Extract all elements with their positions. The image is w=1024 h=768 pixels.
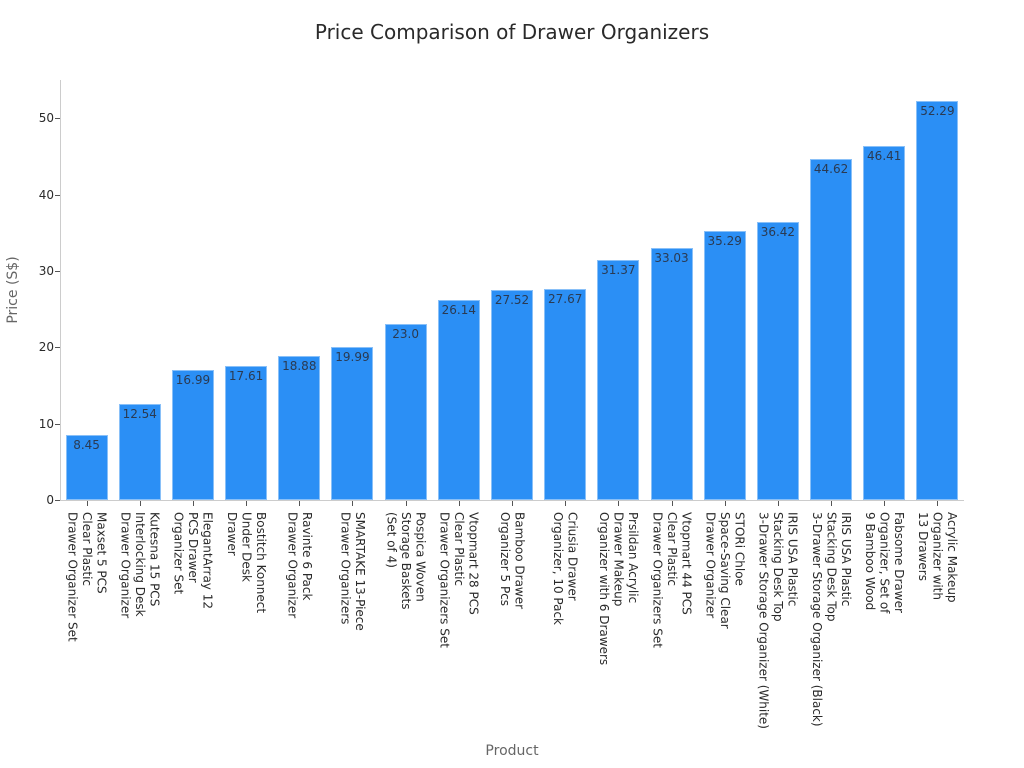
bar-value-label: 8.45 — [73, 438, 100, 453]
x-tick-label: IRIS USA Plastic Stacking Desk Top 3-Dra… — [809, 512, 853, 727]
y-tick-mark — [55, 423, 60, 425]
bar-value-label: 44.62 — [813, 162, 849, 177]
x-tick-mark — [777, 501, 779, 506]
bar: 19.99 — [331, 347, 374, 500]
bar-value-label: 35.29 — [707, 233, 742, 248]
x-tick-mark — [458, 501, 460, 506]
x-tick-label: Bostitch Konnect Under Desk Drawer — [224, 512, 268, 614]
bar-value-label: 19.99 — [335, 350, 370, 365]
x-tick-label: Pospica Woven Storage Baskets (Set of 4) — [384, 512, 428, 610]
x-tick-label: SMARTAKE 13-Piece Drawer Organizers — [338, 512, 367, 631]
x-tick-label: Bamboo Drawer Organizer 5 Pcs — [498, 512, 527, 610]
x-tick-mark — [884, 501, 886, 506]
x-tick-mark — [831, 501, 833, 506]
x-tick-label: Acrylic Makeup Organizer with 13 Drawers — [916, 512, 960, 603]
x-tick-mark — [299, 501, 301, 506]
bar-value-label: 27.52 — [494, 292, 530, 307]
bar: 8.45 — [65, 435, 108, 500]
bar-value-label: 16.99 — [175, 373, 211, 388]
x-tick-label: Vtopmart 44 PCS Clear Plastic Drawer Org… — [650, 512, 694, 648]
bar: 27.67 — [544, 288, 587, 500]
bar-value-label: 52.29 — [920, 103, 955, 118]
x-tick-label: Vtopmart 28 PCS Clear Plastic Drawer Org… — [437, 512, 481, 648]
bar-value-label: 12.54 — [122, 407, 157, 422]
bar: 18.88 — [278, 355, 321, 500]
x-axis-label: Product — [485, 743, 539, 759]
y-tick-mark — [55, 347, 60, 349]
y-tick-mark — [55, 500, 60, 501]
bar-value-label: 36.42 — [760, 224, 796, 239]
x-tick-label: ElegantArray 12 PCS Drawer Organizer Set — [171, 512, 215, 609]
chart-title: Price Comparison of Drawer Organizers — [314, 20, 710, 44]
x-tick-mark — [246, 501, 248, 506]
y-tick-mark — [55, 270, 60, 272]
bar: 31.37 — [597, 260, 640, 500]
y-tick-label: 50 — [38, 111, 54, 126]
y-axis-line — [60, 80, 61, 500]
x-tick-mark — [937, 501, 939, 506]
x-tick-label: Maxset 5 PCS Clear Plastic Drawer Organi… — [65, 512, 109, 642]
x-tick-label: IRIS USA Plastic Stacking Desk Top 3-Dra… — [756, 512, 800, 729]
x-tick-mark — [192, 501, 194, 506]
bar-value-label: 27.67 — [547, 291, 583, 306]
bar-value-label: 23.0 — [392, 327, 419, 342]
x-tick-mark — [139, 501, 141, 506]
x-axis-line — [60, 500, 964, 501]
bar: 46.41 — [863, 145, 906, 500]
x-tick-mark — [86, 501, 88, 506]
x-tick-mark — [512, 501, 513, 506]
bar: 23.0 — [384, 324, 427, 500]
bar-value-label: 31.37 — [601, 263, 636, 278]
x-tick-label: Ravinte 6 Pack Drawer Organizer — [285, 512, 314, 619]
bar: 35.29 — [703, 230, 746, 500]
y-tick-mark — [55, 194, 60, 196]
x-tick-mark — [405, 501, 407, 506]
bar: 52.29 — [916, 100, 959, 500]
y-tick-label: 10 — [38, 416, 54, 431]
bar-value-label: 26.14 — [441, 303, 476, 318]
bar: 26.14 — [437, 300, 480, 500]
bar-value-label: 46.41 — [867, 148, 902, 163]
y-tick-label: 40 — [38, 187, 54, 202]
bar: 44.62 — [810, 159, 853, 500]
x-tick-mark — [724, 501, 726, 506]
bar: 36.42 — [756, 221, 799, 500]
x-tick-label: Fabsome Drawer Organizer, Set of 9 Bambo… — [862, 512, 906, 614]
y-tick-label: 0 — [46, 493, 54, 507]
bar: 33.03 — [650, 247, 693, 500]
x-tick-mark — [352, 501, 354, 506]
bar-value-label: 33.03 — [654, 250, 689, 265]
bar: 17.61 — [225, 365, 268, 500]
bar: 27.52 — [491, 289, 533, 500]
x-tick-label: Criusia Drawer Organizer, 10 Pack — [551, 512, 580, 626]
bar: 12.54 — [118, 404, 161, 500]
x-tick-mark — [671, 501, 673, 506]
y-tick-label: 30 — [38, 263, 54, 278]
x-tick-label: STORi Chloe Space-Saving Clear Drawer Or… — [703, 512, 747, 629]
bar-value-label: 18.88 — [282, 358, 317, 373]
x-tick-label: Kutesna 15 PCS Interlocking Desk Drawer … — [118, 512, 162, 619]
x-tick-mark — [618, 501, 620, 506]
y-tick-label: 20 — [38, 340, 54, 355]
x-tick-mark — [565, 501, 567, 506]
y-axis-label: Price (S$) — [5, 256, 21, 324]
x-tick-label: Prsildan Acrylic Drawer Makeup Organizer… — [597, 512, 641, 666]
bar-value-label: 17.61 — [228, 368, 264, 383]
y-tick-mark — [55, 118, 60, 120]
bar: 16.99 — [171, 370, 214, 500]
